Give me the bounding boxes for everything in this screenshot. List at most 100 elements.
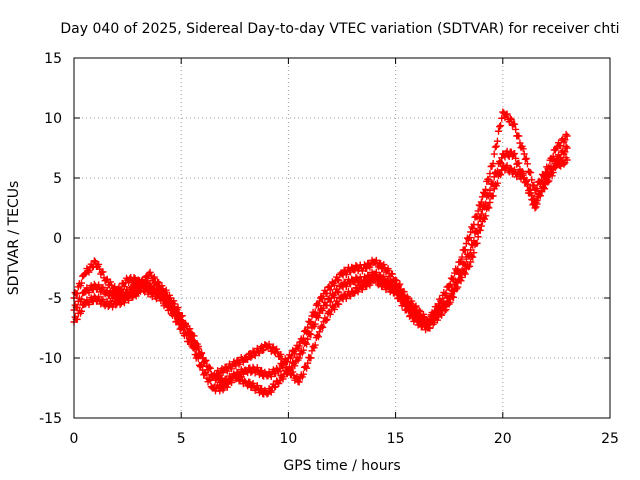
x-tick-label: 15 [387, 431, 405, 447]
data-point-interp [299, 334, 307, 342]
data-point-interp [194, 345, 202, 353]
data-point-interp [129, 293, 137, 301]
data-point-interp [454, 283, 462, 291]
data-point-interp [536, 192, 544, 200]
data-point-interp [395, 294, 403, 302]
data-point-interp [190, 337, 198, 345]
data-point-interp [276, 365, 284, 373]
data-point-interp [523, 182, 531, 190]
data-point-interp [216, 387, 224, 395]
data-point-interp [78, 279, 86, 287]
data-point-interp [377, 260, 385, 268]
data-point-interp [393, 283, 401, 291]
data-point-interp [130, 274, 138, 282]
data-point-interp [205, 375, 213, 383]
data-point-interp [277, 371, 285, 379]
data-point-interp [476, 226, 484, 234]
data-point-interp [461, 270, 469, 278]
data-point [477, 198, 485, 206]
data-point-interp [492, 142, 500, 150]
data-point-interp [170, 297, 178, 305]
x-tick-label: 25 [601, 431, 619, 447]
data-point-interp [150, 273, 158, 281]
data-point-interp [85, 268, 93, 276]
data-point-interp [380, 261, 388, 269]
data-point-interp [326, 310, 334, 318]
data-point-interp [342, 295, 350, 303]
data-point-interp [206, 364, 214, 372]
data-point-interp [541, 180, 549, 188]
data-point-interp [522, 155, 530, 163]
data-point-interp [469, 253, 477, 261]
data-point-interp [535, 191, 543, 199]
data-point-interp [502, 111, 510, 119]
data-point-interp [468, 252, 476, 260]
data-point-interp [88, 263, 96, 271]
data-point-interp [384, 275, 392, 283]
y-tick-label: 10 [44, 111, 62, 127]
data-point-interp [304, 359, 312, 367]
y-tick-label: 0 [53, 231, 62, 247]
data-point-interp [326, 286, 334, 294]
data-point-interp [253, 382, 261, 390]
data-point-interp [202, 356, 210, 364]
data-point-interp [84, 267, 92, 275]
y-tick-label: 5 [53, 171, 62, 187]
data-point-interp [474, 207, 482, 215]
data-point-interp [416, 318, 424, 326]
data-point-interp [512, 125, 520, 133]
data-point-interp [251, 352, 259, 360]
data-point-interp [519, 145, 527, 153]
data-point-interp [497, 122, 505, 130]
data-point-interp [361, 279, 369, 287]
data-point-interp [416, 312, 424, 320]
data-point-interp [318, 322, 326, 330]
data-point-interp [185, 330, 193, 338]
data-point-interp [482, 212, 490, 220]
data-point [295, 342, 303, 350]
y-tick-label: -10 [39, 351, 62, 367]
data-point-interp [521, 155, 529, 163]
data-point-interp [458, 253, 466, 261]
data-point-interp [426, 324, 434, 332]
data-point-interp [515, 168, 523, 176]
data-point-interp [493, 179, 501, 187]
data-point-interp [363, 264, 371, 272]
data-point [531, 204, 539, 212]
data-point-interp [228, 365, 236, 373]
data-point [563, 132, 571, 140]
data-point-interp [237, 373, 245, 381]
data-point-interp [503, 147, 511, 155]
data-point-interp [512, 154, 520, 162]
data-point-interp [557, 154, 565, 162]
data-point-interp [415, 317, 423, 325]
data-point [295, 354, 303, 362]
data-point-interp [545, 171, 553, 179]
data-point-interp [474, 233, 482, 241]
data-point-interp [485, 204, 493, 212]
data-point-interp [247, 353, 255, 361]
data-point-interp [153, 295, 161, 303]
data-point-interp [319, 307, 327, 315]
data-points [70, 108, 571, 398]
data-point [467, 228, 475, 236]
data-point-interp [393, 289, 401, 297]
data-point-interp [437, 310, 445, 318]
data-point-interp [239, 358, 247, 366]
data-point-interp [183, 322, 191, 330]
data-point-interp [299, 346, 307, 354]
data-point-interp [412, 308, 420, 316]
plot-frame [73, 57, 611, 419]
data-point-interp [99, 268, 107, 276]
data-point-interp [560, 160, 568, 168]
data-point-interp [146, 268, 154, 276]
data-point-interp [162, 286, 170, 294]
data-point-interp [174, 304, 182, 312]
chart-title: Day 040 of 2025, Sidereal Day-to-day VTE… [60, 21, 619, 37]
data-point-interp [498, 114, 506, 122]
data-point-interp [548, 166, 556, 174]
data-point-interp [454, 265, 462, 273]
data-point-interp [481, 215, 489, 223]
data-point-interp [255, 389, 263, 397]
